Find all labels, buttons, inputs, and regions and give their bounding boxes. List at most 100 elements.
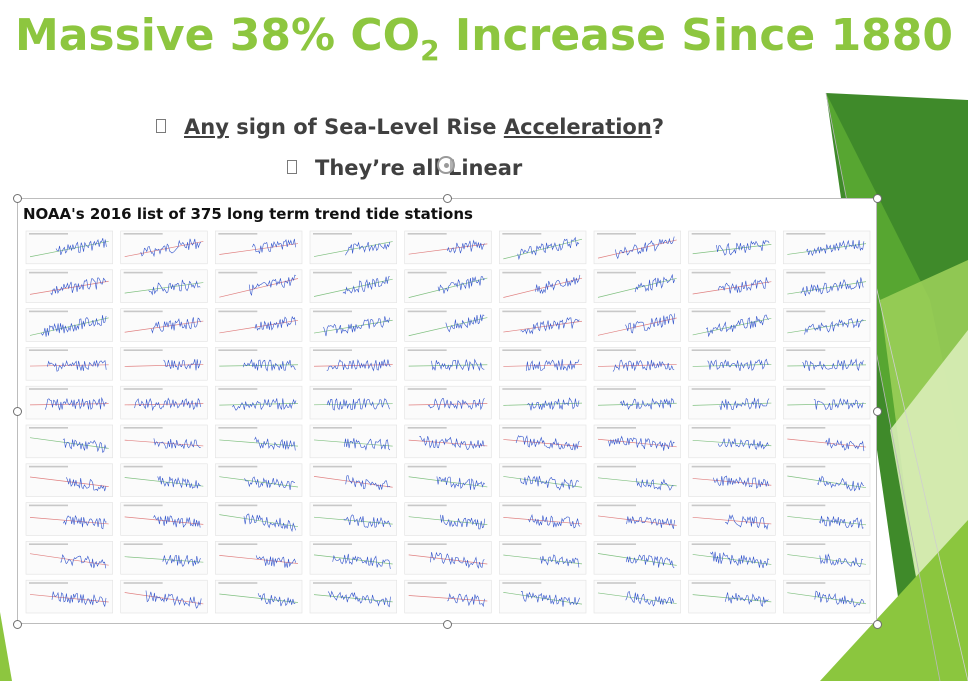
resize-handle-top-left[interactable] (13, 194, 22, 203)
resize-handle-bottom-right[interactable] (873, 620, 882, 629)
tide-station-thumbnail (593, 347, 681, 381)
slide-title[interactable]: Massive 38% CO2 Increase Since 1880 (0, 10, 968, 65)
tide-station-thumbnail-grid (25, 230, 871, 614)
tide-station-thumbnail (688, 579, 776, 614)
tide-station-thumbnail (120, 347, 208, 381)
tide-station-thumbnail (404, 230, 492, 265)
tide-station-thumbnail (499, 463, 587, 497)
tide-station-thumbnail (499, 230, 587, 265)
rotate-handle-icon[interactable] (437, 156, 455, 174)
resize-handle-middle-left[interactable] (13, 407, 22, 416)
tide-station-thumbnail (120, 308, 208, 342)
tide-station-thumbnail (120, 502, 208, 536)
tide-station-thumbnail (499, 269, 587, 303)
tide-station-thumbnail (309, 502, 397, 536)
title-subscript: 2 (420, 34, 440, 67)
tide-station-thumbnail (499, 541, 587, 575)
tide-station-thumbnail (120, 463, 208, 497)
tide-station-thumbnail (783, 269, 871, 303)
resize-handle-bottom-center[interactable] (443, 620, 452, 629)
tide-station-thumbnail (404, 308, 492, 342)
tide-station-thumbnail (499, 308, 587, 342)
tide-station-thumbnail (688, 424, 776, 459)
tide-station-thumbnail (120, 579, 208, 614)
tide-station-thumbnail (25, 579, 113, 614)
tide-station-thumbnail (215, 424, 303, 459)
tide-station-thumbnail (593, 541, 681, 575)
bullet-text-any: Any (184, 115, 229, 139)
tide-station-thumbnail (215, 502, 303, 536)
tide-station-thumbnail (25, 347, 113, 381)
resize-handle-top-right[interactable] (873, 194, 882, 203)
tide-station-thumbnail (783, 541, 871, 575)
tide-station-thumbnail (25, 385, 113, 420)
tide-station-thumbnail (593, 424, 681, 459)
bullet-text-question-mark: ? (651, 115, 664, 139)
tide-station-thumbnail (688, 230, 776, 265)
tide-station-thumbnail (404, 463, 492, 497)
tide-station-thumbnail (309, 385, 397, 420)
bullet-linear-statement[interactable]: They’re all Linear (287, 156, 522, 180)
tide-station-thumbnail (215, 579, 303, 614)
square-bullet-icon (287, 160, 297, 174)
tide-station-thumbnail (25, 424, 113, 459)
bullet-acceleration-question[interactable]: Any sign of Sea-Level Rise Acceleration? (156, 115, 664, 139)
tide-station-thumbnail (309, 541, 397, 575)
tide-station-thumbnail (593, 269, 681, 303)
tide-station-thumbnail (593, 579, 681, 614)
tide-station-thumbnail (404, 385, 492, 420)
tide-station-thumbnail (215, 269, 303, 303)
tide-station-thumbnail (593, 385, 681, 420)
tide-station-thumbnail (25, 463, 113, 497)
tide-station-thumbnail (404, 347, 492, 381)
tide-station-thumbnail (593, 463, 681, 497)
tide-station-thumbnail (25, 308, 113, 342)
tide-station-thumbnail (404, 541, 492, 575)
tide-station-thumbnail (499, 347, 587, 381)
tide-station-thumbnail (120, 385, 208, 420)
tide-station-thumbnail (309, 424, 397, 459)
tide-station-thumbnail (499, 579, 587, 614)
resize-handle-bottom-left[interactable] (13, 620, 22, 629)
tide-station-thumbnail (309, 269, 397, 303)
square-bullet-icon (156, 119, 166, 133)
picture-title: NOAA's 2016 list of 375 long term trend … (23, 205, 473, 223)
tide-station-thumbnail (309, 463, 397, 497)
bullet-text-linear: They’re all Linear (315, 156, 523, 180)
tide-station-thumbnail (593, 502, 681, 536)
tide-station-thumbnail (783, 502, 871, 536)
tide-station-thumbnail (309, 308, 397, 342)
tide-station-thumbnail (688, 385, 776, 420)
tide-station-thumbnail (688, 347, 776, 381)
tide-station-thumbnail (309, 230, 397, 265)
tide-stations-picture[interactable]: NOAA's 2016 list of 375 long term trend … (17, 198, 877, 624)
tide-station-thumbnail (215, 541, 303, 575)
tide-station-thumbnail (25, 541, 113, 575)
resize-handle-middle-right[interactable] (873, 407, 882, 416)
tide-station-thumbnail (120, 230, 208, 265)
tide-station-thumbnail (120, 269, 208, 303)
tide-station-thumbnail (25, 502, 113, 536)
accent-facet-pale (890, 330, 968, 600)
tide-station-thumbnail (688, 463, 776, 497)
accent-facet-bottom-left (0, 612, 12, 681)
tide-station-thumbnail (215, 347, 303, 381)
tide-station-thumbnail (120, 424, 208, 459)
resize-handle-top-center[interactable] (443, 194, 452, 203)
tide-station-thumbnail (215, 385, 303, 420)
tide-station-thumbnail (688, 308, 776, 342)
tide-station-thumbnail (783, 385, 871, 420)
tide-station-thumbnail (215, 308, 303, 342)
accent-facet-bright (820, 520, 968, 681)
tide-station-thumbnail (593, 308, 681, 342)
tide-station-thumbnail (25, 269, 113, 303)
tide-station-thumbnail (404, 579, 492, 614)
tide-station-thumbnail (688, 541, 776, 575)
tide-station-thumbnail (215, 230, 303, 265)
bullet-text-middle: sign of Sea-Level Rise (228, 115, 504, 139)
tide-station-thumbnail (404, 424, 492, 459)
tide-station-thumbnail (783, 347, 871, 381)
title-text-end: Increase Since 1880 (439, 10, 954, 61)
tide-station-thumbnail (783, 463, 871, 497)
tide-station-thumbnail (404, 502, 492, 536)
